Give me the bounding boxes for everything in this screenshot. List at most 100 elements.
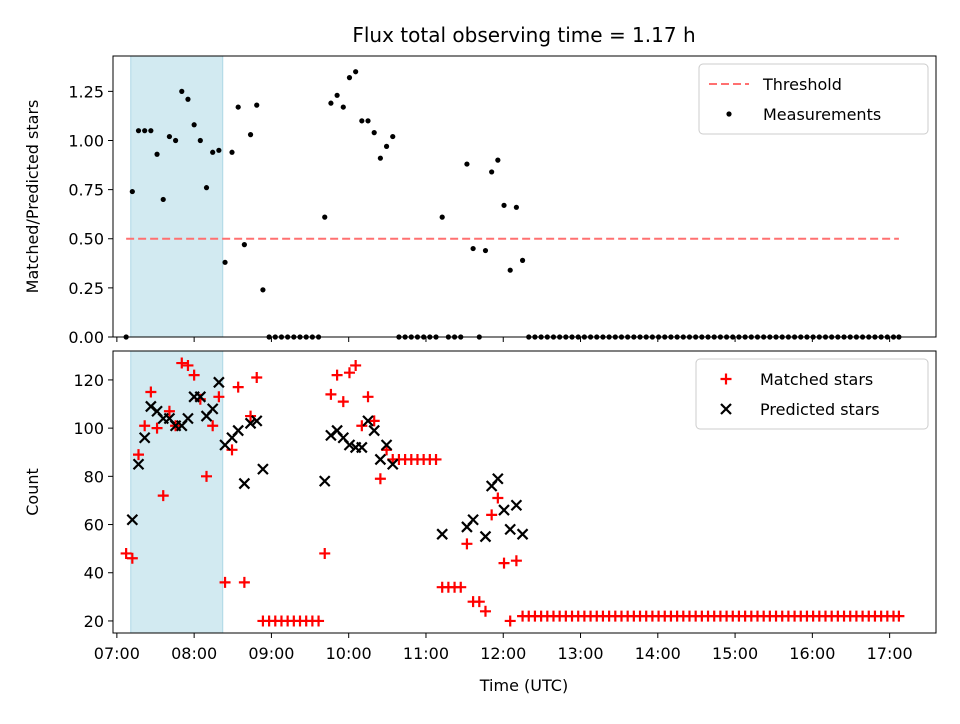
- data-point: [356, 420, 368, 432]
- data-point: [213, 376, 225, 389]
- data-point: [498, 557, 510, 569]
- data-point: [492, 492, 504, 504]
- data-point: [216, 147, 222, 153]
- data-point: [383, 143, 390, 149]
- data-point: [151, 422, 163, 434]
- data-point: [257, 463, 269, 475]
- data-point: [194, 391, 207, 403]
- ratio-panel: 0.00 0.25 0.50 0.75 1.00 1.25 Matched/Predicte…: [23, 55, 937, 347]
- legend-swatch: [720, 373, 732, 385]
- data-point: [182, 359, 194, 371]
- observing-window-span: [130, 350, 224, 634]
- legend-swatch: [720, 403, 732, 415]
- data-point: [188, 369, 200, 381]
- data-point: [244, 417, 257, 430]
- data-point: [390, 133, 396, 140]
- data-point: [436, 528, 448, 540]
- data-point: [455, 581, 467, 593]
- data-point: [328, 100, 334, 106]
- data-point: [470, 245, 476, 252]
- data-point: [142, 128, 148, 134]
- observing-window-span: [130, 55, 224, 338]
- data-point: [250, 415, 263, 427]
- data-point: [235, 104, 241, 110]
- y-tick-label: 120: [73, 371, 104, 390]
- data-point: [331, 369, 343, 381]
- y-axis-label: Matched/Predicted stars: [23, 100, 42, 294]
- data-point: [129, 188, 135, 195]
- legend-label: Matched stars: [760, 370, 873, 389]
- data-point: [504, 523, 516, 536]
- data-point: [495, 157, 501, 163]
- data-point: [207, 420, 219, 432]
- legend: Matched stars Predicted stars: [695, 358, 929, 430]
- data-point: [229, 149, 235, 155]
- data-point: [245, 410, 257, 422]
- data-point: [120, 547, 132, 559]
- axes-frame: [112, 55, 937, 338]
- y-tick-label: 20: [84, 612, 104, 631]
- x-tick-label: 14:00: [635, 644, 681, 663]
- data-point: [498, 504, 510, 516]
- data-point: [251, 372, 263, 384]
- data-point: [226, 444, 238, 456]
- data-point: [513, 204, 519, 210]
- predicted-stars-series: [126, 376, 529, 543]
- data-point: [182, 412, 194, 425]
- data-point: [176, 357, 188, 369]
- data-point: [247, 132, 254, 138]
- matched-stars-series: [120, 357, 905, 627]
- data-point: [492, 472, 504, 485]
- data-point: [519, 257, 526, 263]
- data-point: [340, 104, 346, 110]
- data-point: [374, 473, 386, 485]
- data-point: [201, 470, 213, 482]
- x-tick-label: 07:00: [94, 644, 140, 663]
- data-point: [362, 391, 374, 403]
- data-point: [486, 509, 498, 521]
- legend-label: Threshold: [762, 75, 842, 94]
- data-point: [145, 386, 157, 398]
- x-tick-label: 09:00: [248, 644, 294, 663]
- data-point: [126, 513, 139, 526]
- data-point: [380, 439, 393, 451]
- data-point: [197, 137, 203, 144]
- data-point: [319, 547, 331, 559]
- x-tick-label: 17:00: [867, 644, 913, 663]
- data-point: [337, 396, 349, 408]
- data-point: [232, 424, 244, 437]
- data-point: [157, 490, 169, 502]
- data-point: [313, 615, 325, 627]
- x-tick-label: 15:00: [712, 644, 758, 663]
- legend-swatch: [726, 111, 732, 117]
- data-point: [210, 149, 216, 155]
- data-point: [222, 259, 228, 265]
- data-point: [346, 75, 353, 81]
- data-point: [166, 133, 173, 140]
- data-point: [206, 403, 219, 415]
- data-point: [356, 441, 368, 454]
- data-point: [322, 214, 328, 220]
- data-point: [138, 431, 151, 444]
- data-point: [203, 185, 210, 191]
- count-panel: 20 40 60 80 100 120 07:00 08:00 09:00 10:00 11:00 1…: [23, 350, 937, 663]
- data-point: [374, 453, 387, 466]
- data-point: [464, 161, 470, 167]
- data-point: [163, 405, 175, 417]
- data-point: [386, 458, 399, 471]
- data-point: [504, 615, 516, 627]
- y-tick-label: 100: [73, 419, 104, 438]
- data-point: [254, 102, 260, 108]
- data-point: [334, 92, 340, 98]
- axes-frame: [112, 350, 937, 634]
- legend-box: [695, 358, 929, 430]
- data-point: [238, 477, 251, 490]
- data-point: [365, 118, 371, 124]
- data-point: [510, 499, 523, 512]
- y-tick-label: 60: [84, 516, 104, 535]
- data-point: [191, 122, 197, 128]
- y-tick-label: 0.25: [68, 279, 104, 298]
- data-point: [185, 96, 191, 102]
- x-tick-label: 11:00: [403, 644, 449, 663]
